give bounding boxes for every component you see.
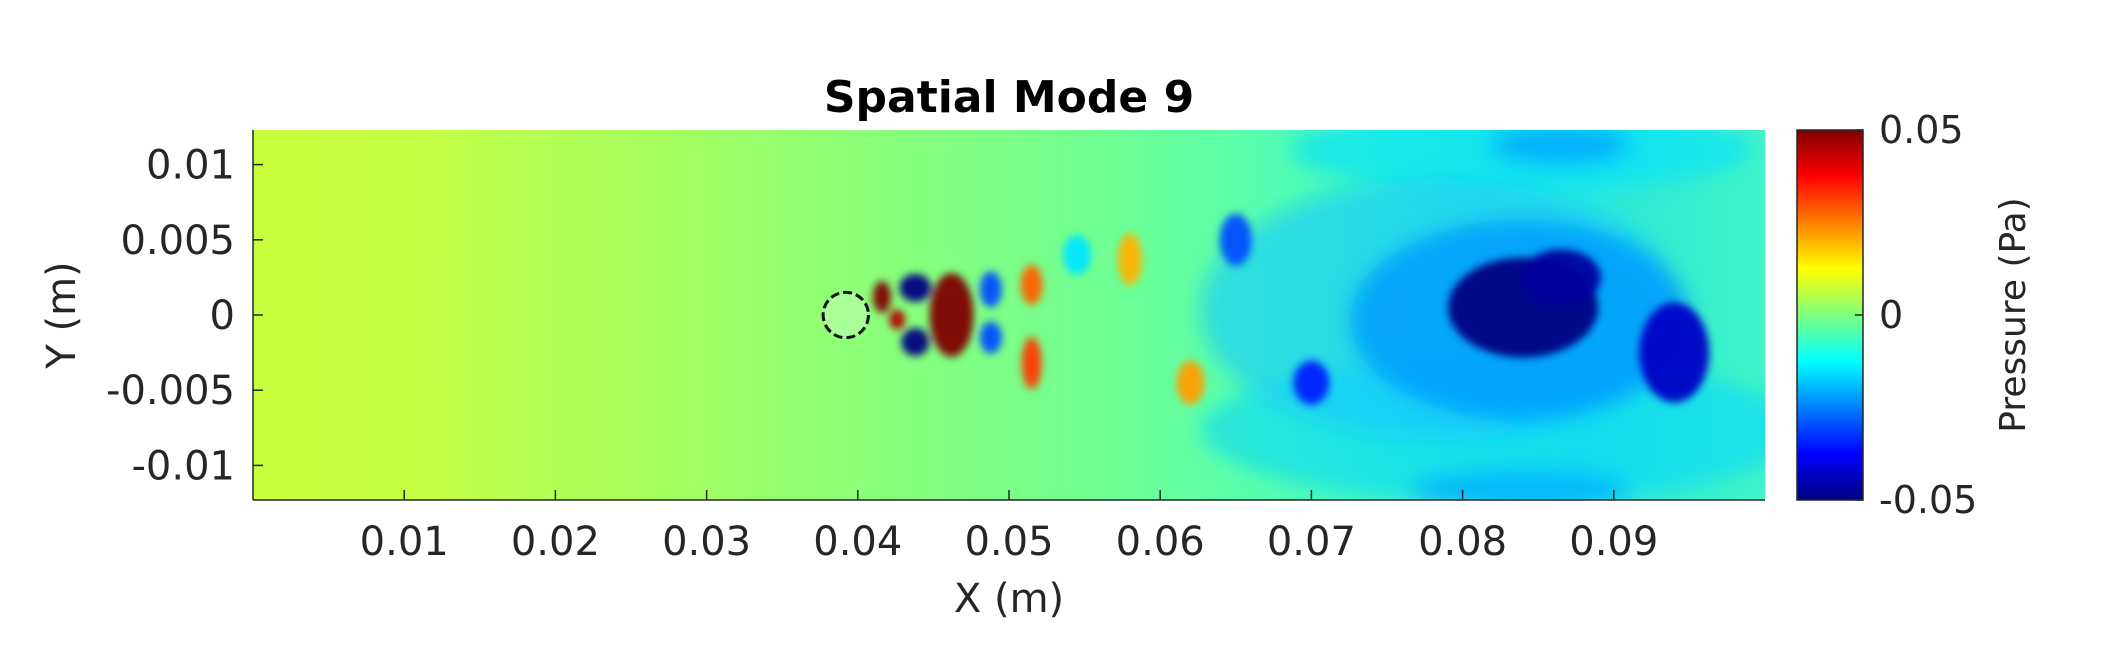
- x-tick-label: 0.07: [1267, 519, 1356, 565]
- chart-title: Spatial Mode 9: [824, 72, 1194, 123]
- x-tick-label: 0.01: [360, 519, 449, 565]
- pressure-blob: [1021, 337, 1042, 390]
- y-axis-ticks: 0.01 0.005 0 -0.005 -0.01: [106, 143, 263, 489]
- pressure-blob: [1063, 234, 1092, 275]
- cylinder-outline: [821, 290, 870, 340]
- wake-bottom-cyan: [1410, 470, 1630, 500]
- pressure-blob: [889, 309, 906, 330]
- colorbar-gradient: [1796, 129, 1864, 501]
- colorbar-ticks: 0.05 0 -0.05: [1855, 108, 1977, 522]
- colorbar-tick-label: 0.05: [1879, 108, 1964, 152]
- y-tick-label: -0.01: [132, 443, 236, 489]
- pressure-blob: [872, 280, 891, 313]
- pressure-blob: [979, 321, 1002, 354]
- colorbar-tick-label: 0: [1879, 293, 1903, 337]
- pressure-blob: [979, 271, 1002, 308]
- x-tick-label: 0.09: [1569, 519, 1658, 565]
- wake-field: [1200, 130, 1765, 500]
- colorbar-label: Pressure (Pa): [1993, 197, 2034, 432]
- colorbar: 0.05 0 -0.05 Pressure (Pa): [1796, 108, 2034, 522]
- pressure-blob: [1117, 233, 1142, 286]
- x-tick-label: 0.04: [813, 519, 902, 565]
- field-features: [872, 213, 1710, 405]
- y-tick-label: 0.005: [120, 218, 235, 264]
- pressure-blob: [899, 273, 932, 302]
- pressure-blob: [901, 328, 930, 357]
- x-tick-label: 0.06: [1116, 519, 1205, 565]
- pressure-blob: [1293, 360, 1330, 405]
- x-axis-ticks: 0.01 0.02 0.03 0.04 0.05 0.06 0.07 0.08 0.09: [360, 490, 1658, 565]
- y-tick-label: -0.005: [106, 368, 235, 414]
- wake-top-cyan: [1490, 130, 1630, 165]
- plot-area: [252, 130, 1765, 501]
- y-tick-label: 0: [210, 293, 235, 339]
- pressure-blob: [1219, 213, 1252, 266]
- x-tick-label: 0.05: [964, 519, 1053, 565]
- pressure-blob: [1176, 360, 1205, 405]
- pressure-blob: [1020, 264, 1043, 305]
- pressure-blob: [1520, 249, 1601, 306]
- x-tick-label: 0.03: [662, 519, 751, 565]
- pressure-blob: [1639, 302, 1710, 403]
- pressure-blob: [929, 273, 974, 357]
- y-tick-label: 0.01: [146, 143, 235, 189]
- x-tick-label: 0.08: [1418, 519, 1507, 565]
- colorbar-tick-label: -0.05: [1879, 478, 1977, 522]
- y-axis-label: Y (m): [39, 261, 85, 369]
- x-axis-label: X (m): [954, 576, 1064, 622]
- x-tick-label: 0.02: [511, 519, 600, 565]
